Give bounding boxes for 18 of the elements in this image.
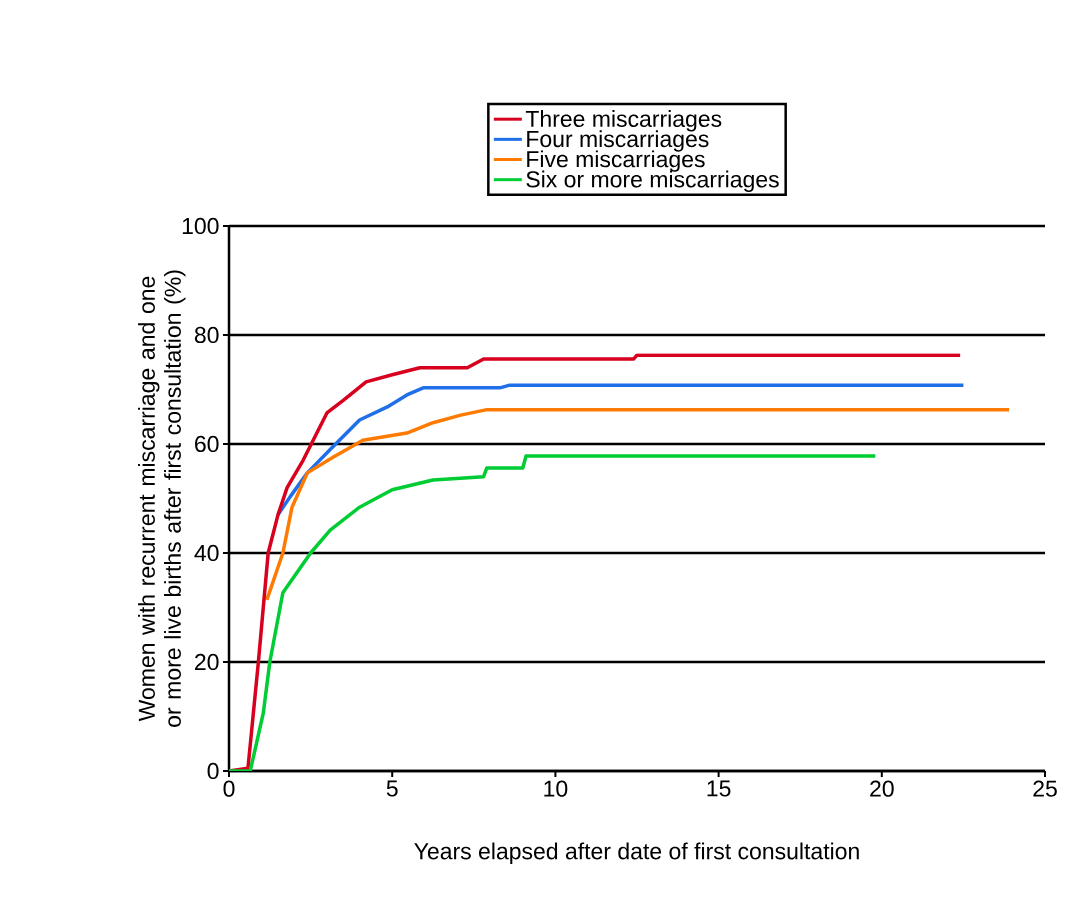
x-tick-label: 10 [544, 780, 568, 797]
y-tick-label: 20 [195, 653, 219, 671]
y-tick-label: 80 [194, 326, 219, 344]
y-axis-title: Women with recurrent miscarriage and one or more live births after first consultation (%) [138, 270, 186, 727]
legend-label: Six or more miscarriages [526, 170, 779, 193]
x-tick-label: 15 [707, 780, 731, 797]
line-series [265, 407, 1011, 602]
y-tick-label: 100 [182, 217, 219, 235]
x-tick-label: 5 [386, 780, 398, 797]
x-tick-label: 0 [223, 780, 235, 797]
legend-label: Three miscarriages [525, 110, 722, 132]
x-tick-label: 20 [870, 780, 894, 797]
y-tick-label: 0 [207, 762, 219, 780]
line-series [229, 454, 878, 771]
y-tick-label: 40 [194, 544, 219, 562]
y-tick-label: 60 [195, 435, 219, 453]
x-axis-title: Years elapsed after date of first consultation [414, 842, 859, 864]
x-tick-label: 25 [1033, 780, 1057, 797]
